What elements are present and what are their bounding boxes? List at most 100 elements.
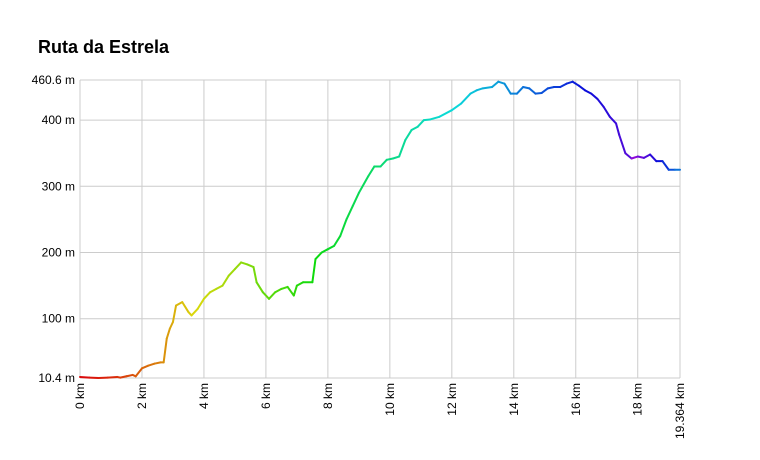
x-tick-label: 8 km [321,383,335,409]
line-segment [261,291,271,300]
x-tick-label: 2 km [135,383,149,409]
line-segment [615,122,621,136]
line-segment [311,258,317,284]
line-segment [618,133,627,155]
line-segment [429,115,441,121]
line-segment [602,105,611,118]
line-segment [630,155,639,160]
line-segment [345,205,354,221]
line-segment [540,87,549,94]
line-segment [450,102,463,112]
line-segment [636,155,645,159]
y-tick-label: 200 m [42,245,75,259]
chart-title: Ruta da Estrela [38,37,170,57]
line-segment [559,82,568,89]
line-segment [326,244,336,251]
line-segment [134,367,143,378]
line-segment [503,82,512,95]
line-segment [255,281,264,294]
x-tick-label: 0 km [73,383,87,409]
x-tick-label: 19.364 km [673,383,687,439]
line-segment [590,92,599,100]
line-segment [416,119,425,128]
line-segment [528,87,537,95]
line-segment [165,327,171,340]
line-segment [460,92,472,105]
line-segment [422,118,432,122]
line-segment [649,153,658,163]
x-tick-label: 10 km [383,383,397,416]
line-segment [79,375,91,379]
line-segment [221,274,230,287]
line-segment [546,86,556,90]
line-segment [268,291,277,300]
line-segment [125,373,134,378]
line-segment [286,285,295,297]
line-segment [175,301,184,307]
line-segment [190,307,199,317]
x-tick-label: 16 km [569,383,583,416]
x-tick-label: 18 km [631,383,645,416]
line-segment [661,160,670,171]
line-segment [339,218,348,237]
line-segment [252,266,258,284]
line-segment [227,268,236,277]
line-segment [584,89,593,95]
line-segment [119,375,128,379]
line-segment [280,285,289,290]
line-segment [153,361,162,365]
line-segment [410,125,419,132]
line-segment [577,84,587,92]
y-tick-label: 100 m [42,312,75,326]
line-segment [240,261,249,266]
line-segment [202,291,212,300]
line-segment [491,80,500,89]
line-segment [196,297,205,310]
line-segment [106,375,119,379]
line-segment [469,89,478,95]
line-segment [481,86,494,90]
line-segment [181,301,190,314]
line-segment [571,80,580,87]
y-tick-label: 300 m [42,179,75,193]
x-tick-label: 14 km [507,383,521,416]
line-segment [398,138,407,158]
line-segment [357,175,370,194]
line-segment [233,261,243,271]
line-segment [209,287,218,294]
line-segment [168,321,174,330]
line-segment [515,86,525,95]
line-segment [522,86,531,90]
line-segment [379,158,388,168]
elevation-line [79,80,681,379]
line-segment [438,109,453,118]
line-segment [171,304,178,324]
line-segment [295,281,305,287]
x-tick-label: 6 km [259,383,273,409]
x-tick-label: 12 km [445,383,459,416]
x-axis: 0 km 2 km 4 km 6 km 8 km 10 km 12 km 14 km 16 km… [73,383,687,439]
line-segment [608,115,618,125]
line-segment [162,337,168,364]
line-segment [391,155,401,160]
line-segment [497,80,506,85]
line-segment [596,97,605,108]
line-segment [367,165,376,178]
line-segment [333,234,342,247]
line-segment [215,284,224,290]
line-segment [320,248,329,254]
line-segment [351,191,360,208]
line-segment [314,251,323,261]
grid [79,79,681,379]
line-segment [292,284,298,297]
y-tick-label: 400 m [42,113,75,127]
line-segment [385,157,394,161]
line-segment [534,91,543,95]
y-axis: 10.4 m 100 m 200 m 300 m 400 m 460.6 m [32,73,75,385]
line-segment [404,129,413,141]
line-segment [624,152,633,160]
y-tick-label: 10.4 m [38,371,75,385]
x-tick-label: 4 km [197,383,211,409]
line-segment [246,263,255,269]
